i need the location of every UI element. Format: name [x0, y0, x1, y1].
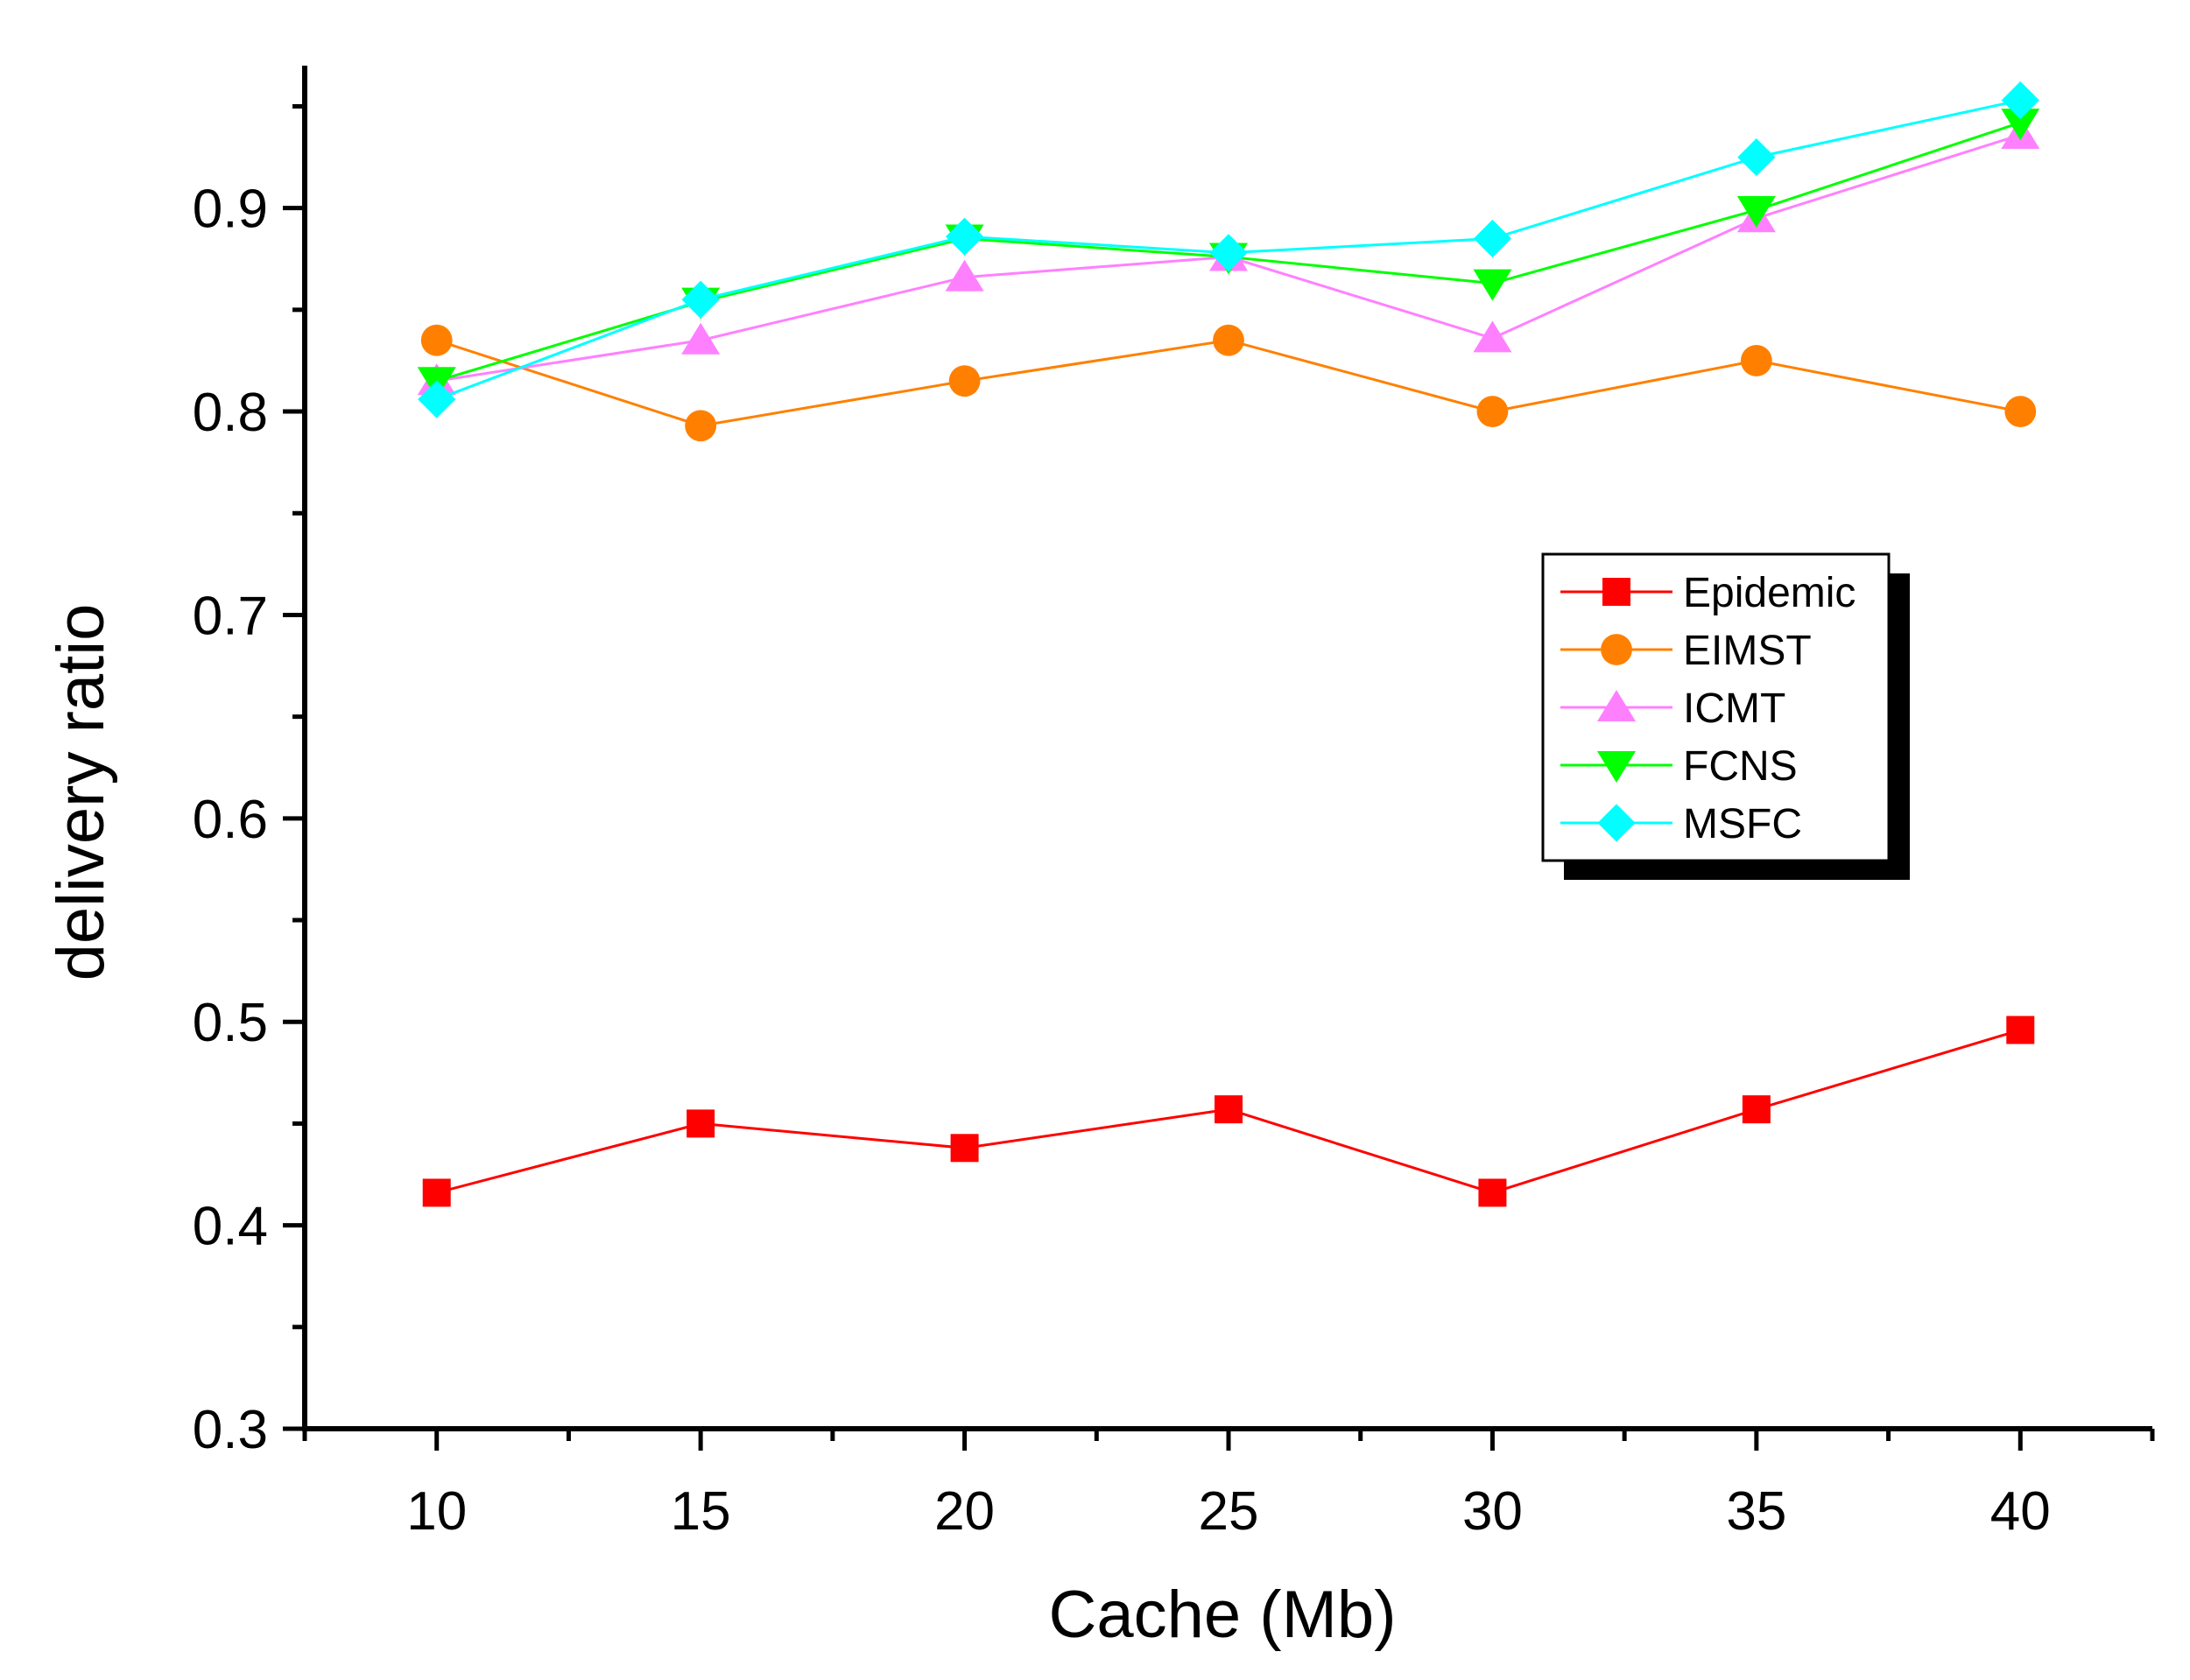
legend-item-fcns: FCNS — [1560, 743, 1798, 790]
data-point-msfc — [418, 380, 456, 418]
series-msfc — [418, 81, 2039, 418]
data-point-epidemic — [950, 1134, 979, 1163]
y-tick-label: 0.3 — [193, 1400, 268, 1460]
legend: Epidemic EIMST ICMT FCNS MSFC — [1541, 552, 1910, 880]
data-point-msfc — [945, 217, 984, 256]
data-point-msfc — [1473, 219, 1512, 258]
legend-marker-icmt — [1597, 690, 1636, 721]
legend-label-icmt: ICMT — [1683, 685, 1785, 732]
data-point-icmt — [1473, 320, 1512, 353]
legend-item-icmt: ICMT — [1560, 685, 1785, 732]
legend-item-msfc: MSFC — [1560, 801, 1802, 847]
y-tick-label: 0.8 — [193, 383, 268, 443]
data-point-epidemic — [1742, 1095, 1771, 1124]
legend-marker-msfc — [1597, 804, 1636, 842]
legend-box — [1541, 552, 1891, 862]
data-point-fcns — [2001, 109, 2040, 141]
legend-items: Epidemic EIMST ICMT FCNS MSFC — [1560, 570, 1856, 847]
legend-marker-fcns — [1597, 751, 1636, 783]
data-point-icmt — [945, 259, 984, 292]
x-tick-label: 35 — [1726, 1481, 1786, 1542]
data-point-epidemic — [1478, 1178, 1507, 1207]
data-point-epidemic — [1215, 1095, 1243, 1124]
plot-area: 0.3 0.4 0.5 0.6 0.7 0.8 0.9 10 15 20 25 30 35 40 — [193, 66, 2155, 1542]
y-tick-label: 0.9 — [193, 179, 268, 240]
data-point-fcns — [1736, 195, 1776, 228]
data-point-fcns — [1473, 269, 1512, 301]
data-point-epidemic — [2006, 1016, 2035, 1044]
x-tick-label: 25 — [1199, 1481, 1259, 1542]
data-point-msfc — [2001, 81, 2039, 120]
legend-marker-epidemic — [1602, 578, 1630, 606]
data-point-eimst — [685, 410, 717, 442]
legend-item-eimst: EIMST — [1560, 628, 1812, 674]
data-point-msfc — [681, 280, 720, 319]
data-point-eimst — [2004, 396, 2037, 427]
data-point-icmt — [681, 322, 721, 355]
legend-label-epidemic: Epidemic — [1683, 570, 1856, 616]
data-point-eimst — [1476, 396, 1509, 427]
x-tick-label: 30 — [1462, 1481, 1523, 1542]
y-tick-label: 0.4 — [193, 1197, 268, 1257]
data-point-epidemic — [422, 1178, 451, 1207]
legend-label-fcns: FCNS — [1683, 743, 1798, 790]
y-tick-label: 0.6 — [193, 790, 268, 850]
data-point-epidemic — [687, 1109, 715, 1138]
data-point-eimst — [1213, 324, 1244, 356]
y-axis-title: delivery ratio — [44, 604, 118, 981]
y-tick-label: 0.5 — [193, 993, 268, 1053]
legend-marker-eimst — [1601, 634, 1632, 665]
legend-item-epidemic: Epidemic — [1560, 570, 1856, 616]
x-tick-label: 40 — [1990, 1481, 2051, 1542]
series-epidemic — [422, 1016, 2035, 1207]
data-point-eimst — [948, 365, 981, 397]
y-tick-label: 0.7 — [193, 586, 268, 646]
x-axis-title: Cache (Mb) — [1049, 1578, 1397, 1652]
x-tick-label: 10 — [406, 1481, 467, 1542]
x-axis-ticks: 10 15 20 25 30 35 40 — [302, 1429, 2155, 1542]
x-tick-label: 20 — [934, 1481, 995, 1542]
legend-label-eimst: EIMST — [1683, 628, 1812, 674]
data-point-eimst — [420, 324, 453, 356]
series-eimst — [420, 324, 2037, 442]
data-point-msfc — [1737, 137, 1776, 177]
x-tick-label: 15 — [671, 1481, 731, 1542]
legend-label-msfc: MSFC — [1683, 801, 1802, 847]
series-layer — [417, 81, 2040, 1207]
y-axis-ticks: 0.3 0.4 0.5 0.6 0.7 0.8 0.9 — [193, 103, 305, 1460]
data-point-eimst — [1740, 345, 1772, 376]
data-point-msfc — [1209, 234, 1248, 272]
